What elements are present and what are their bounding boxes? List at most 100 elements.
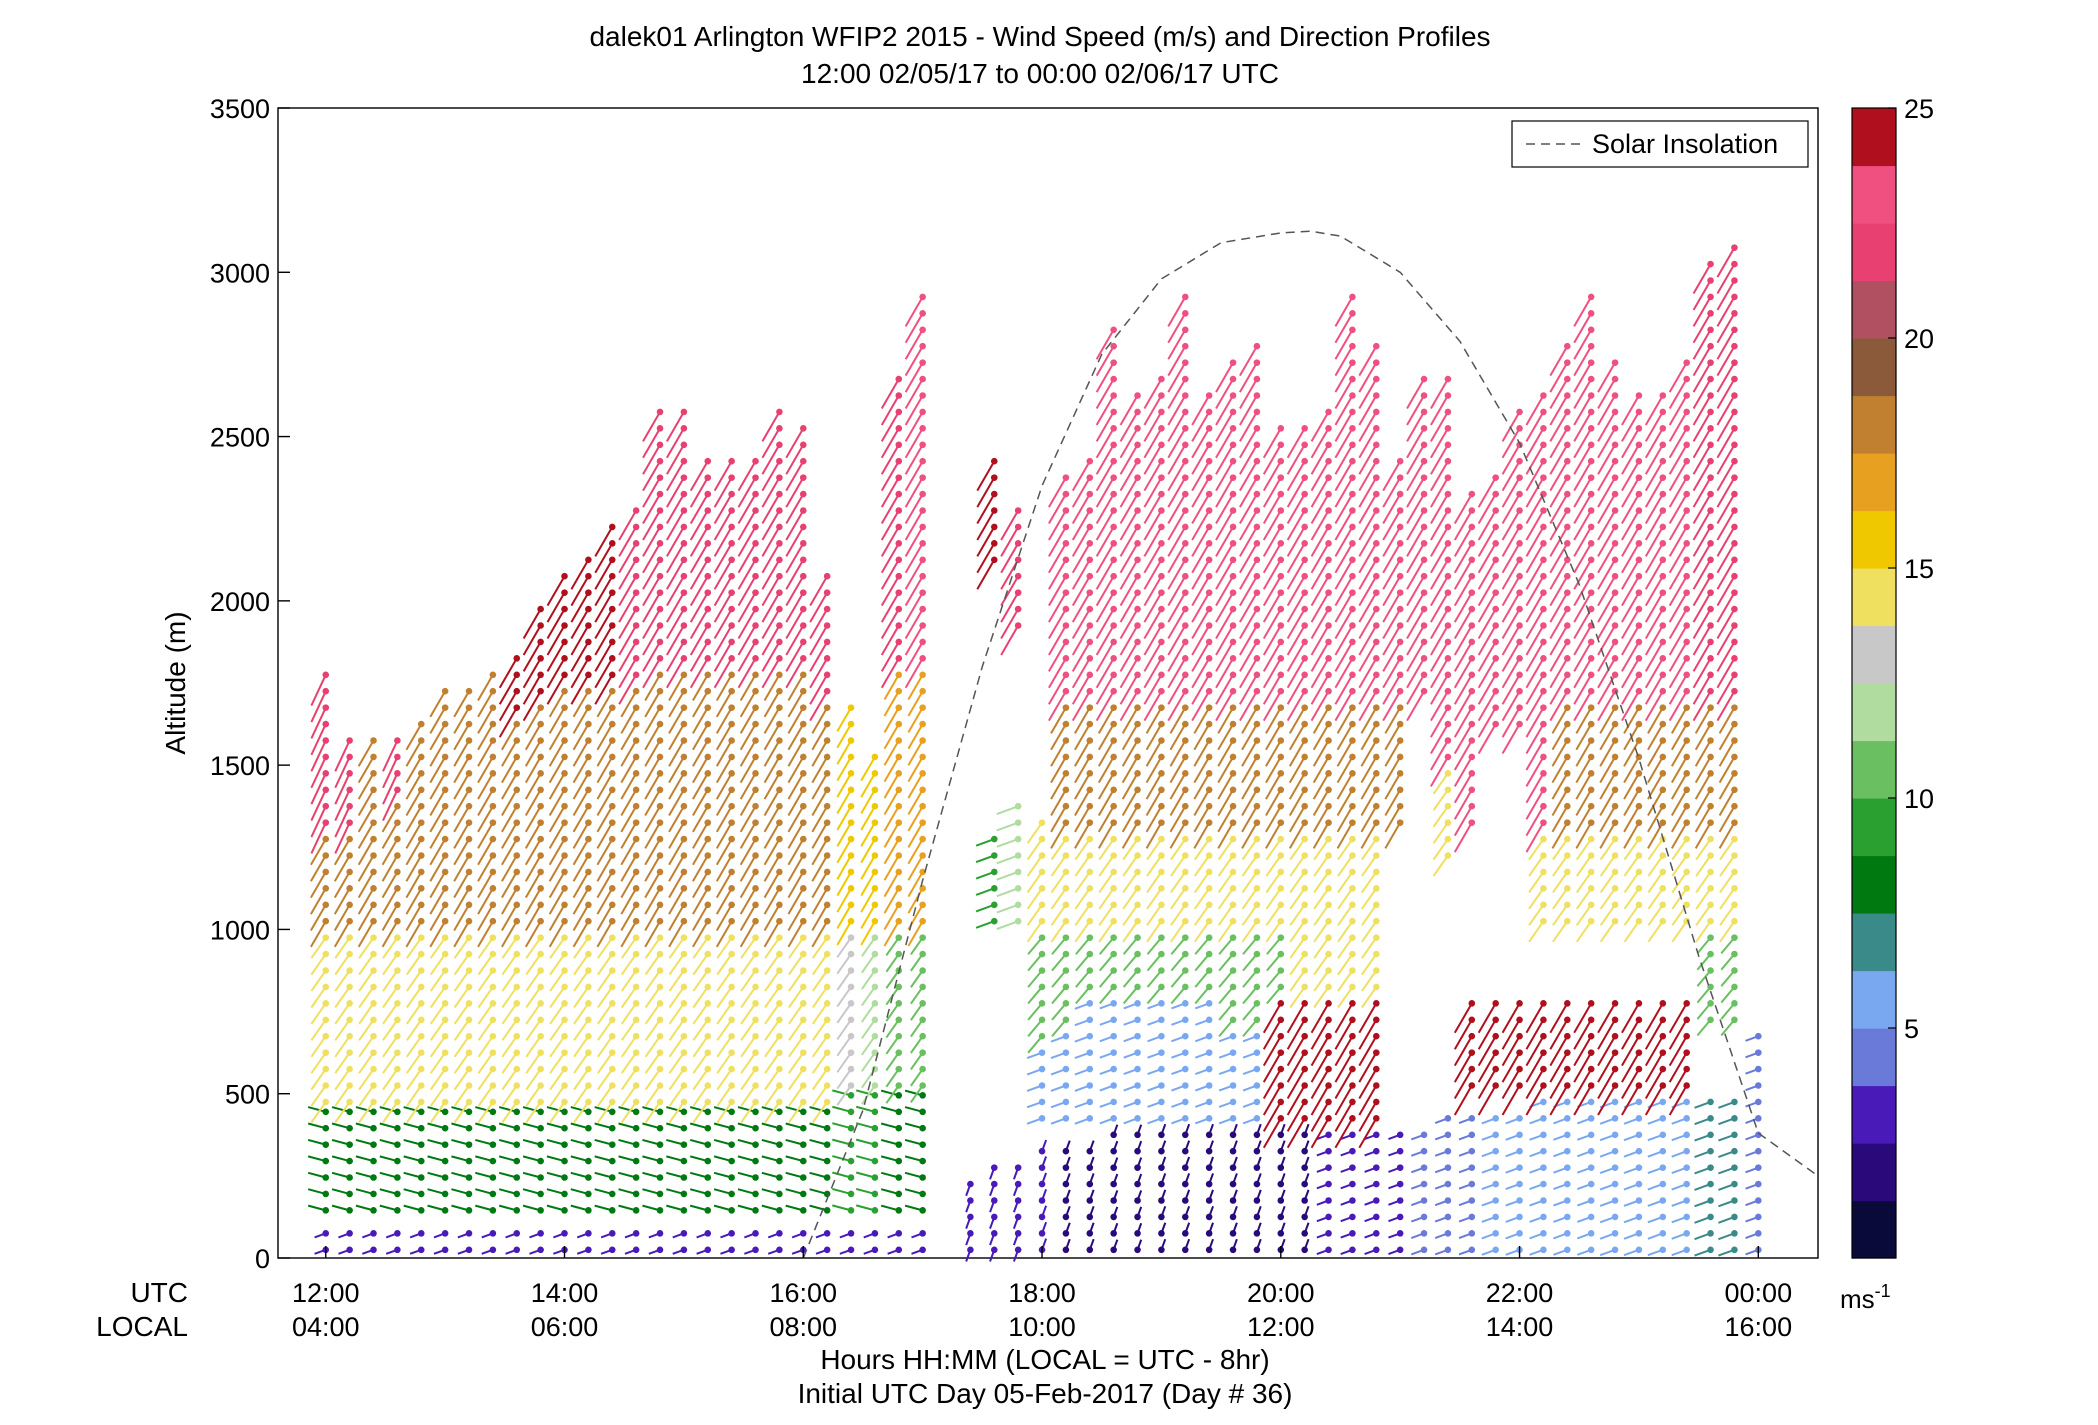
wind-barb-point [1444, 671, 1452, 679]
wind-barb [1071, 493, 1091, 525]
wind-barb-point [1587, 638, 1595, 646]
wind-barb [1217, 920, 1234, 943]
wind-barb-point [1659, 1016, 1667, 1024]
wind-barb-point [1444, 1230, 1452, 1237]
wind-barb [811, 789, 829, 817]
wind-barb [429, 1002, 446, 1025]
wind-barb [310, 969, 327, 992]
wind-barb-point [346, 1141, 353, 1148]
wind-barb [548, 887, 566, 915]
wind-barb-point [1372, 1032, 1380, 1040]
wind-barb-point [823, 655, 831, 662]
wind-barb [1501, 608, 1521, 640]
wind-barb-point [1110, 1082, 1117, 1089]
wind-barb-point [1659, 1065, 1667, 1073]
wind-barb-point [1707, 1000, 1714, 1007]
wind-barb-point [1564, 671, 1571, 679]
wind-barb-point [608, 1032, 616, 1040]
wind-barb [1098, 854, 1115, 877]
wind-barb [1167, 378, 1187, 410]
wind-barb [1143, 641, 1163, 672]
wind-barb-point [1062, 540, 1070, 547]
wind-barb [1146, 871, 1163, 894]
wind-barb-point [752, 1098, 759, 1106]
wind-barb-point [1659, 786, 1667, 794]
wind-barb [1217, 838, 1234, 861]
wind-barb-point [1110, 885, 1117, 892]
wind-barb [1048, 690, 1067, 722]
wind-barb-point [489, 1049, 497, 1056]
wind-barb [1215, 690, 1234, 722]
wind-barb [1430, 674, 1449, 705]
wind-barb [594, 592, 614, 623]
wind-barb [1289, 904, 1306, 926]
wind-barb-point [489, 802, 497, 810]
wind-barb-point [632, 802, 640, 810]
wind-barb-point [1062, 737, 1070, 744]
wind-barb-point [704, 1207, 712, 1214]
wind-barb-point [1086, 1000, 1094, 1007]
wind-barb-point [1277, 441, 1285, 449]
wind-barb [1191, 559, 1211, 590]
wind-barb [1170, 937, 1187, 955]
wind-barb-point [823, 770, 831, 777]
wind-barb-point [1158, 408, 1165, 416]
wind-barb-point [823, 852, 831, 859]
wind-barb [1334, 362, 1354, 393]
wind-barb-point [441, 1065, 449, 1073]
wind-barb-point [1540, 425, 1547, 432]
wind-barb-point [394, 1082, 401, 1089]
wind-barb [1551, 739, 1569, 767]
wind-barb [1430, 477, 1449, 508]
wind-barb-point [1349, 753, 1356, 761]
wind-barb [1095, 690, 1115, 722]
wind-barb-point [513, 704, 521, 711]
wind-barb-point [1205, 605, 1213, 613]
wind-barb-point [1635, 720, 1643, 728]
wind-barb-point [1301, 540, 1308, 547]
wind-barb [1621, 493, 1640, 525]
wind-barb-point [1229, 1147, 1237, 1155]
wind-barb-point [1253, 737, 1261, 744]
wind-barb [692, 805, 709, 833]
wind-barb-point [1253, 655, 1261, 662]
wind-barb-point [1349, 1246, 1356, 1254]
wind-barb-point [1659, 802, 1667, 810]
wind-barb [1239, 625, 1258, 656]
wind-barb-point [776, 638, 783, 646]
wind-barb [382, 789, 399, 822]
wind-barb-point [1229, 770, 1237, 777]
wind-barb-point [1158, 1131, 1165, 1139]
wind-barb [1552, 920, 1569, 943]
wind-barb [1668, 1019, 1688, 1050]
wind-barb-point [1611, 1131, 1619, 1139]
wind-barb [1095, 378, 1115, 410]
wind-barb [572, 740, 590, 767]
wind-barb [453, 1035, 470, 1058]
wind-barb-point [919, 901, 926, 909]
wind-barb [1050, 740, 1067, 767]
wind-barb [836, 1019, 852, 1040]
wind-barb-point [680, 687, 688, 695]
wind-barb [1621, 1035, 1640, 1067]
wind-barb [1145, 805, 1163, 833]
wind-barb-point [776, 737, 783, 744]
wind-barb [1218, 986, 1234, 1005]
wind-barb [715, 723, 733, 751]
wind-barb-point [823, 1032, 831, 1040]
wind-barb [692, 1101, 709, 1124]
wind-barb-point [1396, 605, 1404, 613]
wind-barb-point [1301, 720, 1308, 728]
wind-barb [1597, 575, 1616, 607]
wind-barb [761, 657, 781, 689]
wind-barb [1122, 838, 1139, 861]
wind-barb-point [1253, 917, 1261, 925]
wind-barb [548, 690, 566, 718]
wind-barb-point [1086, 457, 1094, 465]
chart-title: dalek01 Arlington WFIP2 2015 - Wind Spee… [589, 21, 1490, 52]
wind-barb-point [322, 802, 330, 810]
wind-barb [1098, 969, 1115, 988]
wind-barb-point [752, 556, 759, 564]
wind-barb-point [608, 753, 616, 761]
wind-barb-point [919, 375, 926, 383]
